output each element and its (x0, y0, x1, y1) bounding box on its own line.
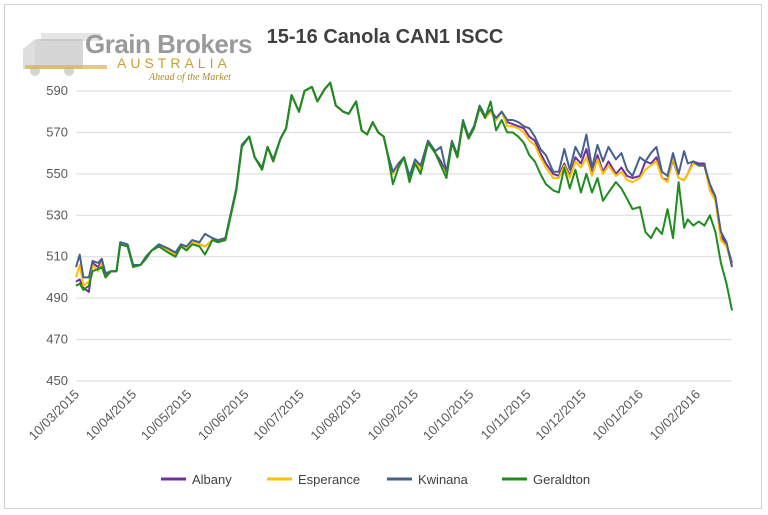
y-tick-label: 490 (46, 290, 68, 305)
logo-tagline: Ahead of the Market (148, 72, 231, 83)
y-axis-ticks: 450 470 490 510 530 550 570 590 (46, 83, 68, 388)
y-tick-label: 450 (46, 373, 68, 388)
truck-icon (23, 33, 107, 76)
y-tick-label: 570 (46, 124, 68, 139)
y-tick-label: 550 (46, 166, 68, 181)
y-tick-label: 510 (46, 249, 68, 264)
x-tick-label: 10/08/2015 (307, 387, 364, 444)
logo-country: AUSTRALIA (117, 55, 231, 71)
grain-brokers-logo: Grain Brokers AUSTRALIA Ahead of the Mar… (23, 29, 252, 83)
chart-svg: Grain Brokers AUSTRALIA Ahead of the Mar… (23, 26, 733, 487)
x-tick-label: 10/01/2016 (589, 387, 646, 444)
series-line-kwinana (75, 81, 733, 279)
x-tick-label: 10/04/2015 (83, 387, 140, 444)
x-tick-label: 10/11/2015 (478, 387, 534, 443)
legend-label-geraldton: Geraldton (533, 472, 590, 487)
legend: Albany Esperance Kwinana Geraldton (161, 472, 590, 487)
x-tick-label: 10/05/2015 (138, 387, 195, 444)
x-tick-label: 10/09/2015 (365, 387, 422, 444)
legend-label-kwinana: Kwinana (418, 472, 469, 487)
legend-label-esperance: Esperance (298, 472, 360, 487)
y-tick-label: 530 (46, 207, 68, 222)
x-tick-label: 10/07/2015 (250, 387, 307, 444)
y-tick-label: 470 (46, 332, 68, 347)
x-tick-label: 10/02/2016 (646, 387, 703, 444)
logo-name: Grain Brokers (85, 29, 252, 59)
chart-title: 15-16 Canola CAN1 ISCC (267, 26, 504, 48)
series-lines (75, 81, 733, 311)
series-line-albany (75, 81, 733, 293)
x-tick-label: 10/06/2015 (195, 387, 252, 444)
series-line-geraldton (75, 81, 733, 311)
x-tick-label: 10/03/2015 (25, 387, 82, 444)
chart-frame: Grain Brokers AUSTRALIA Ahead of the Mar… (4, 4, 762, 509)
x-tick-label: 10/10/2015 (420, 387, 477, 444)
y-tick-label: 590 (46, 83, 68, 98)
gridlines (76, 90, 732, 382)
x-tick-label: 10/12/2015 (532, 387, 589, 444)
legend-label-albany: Albany (192, 472, 232, 487)
